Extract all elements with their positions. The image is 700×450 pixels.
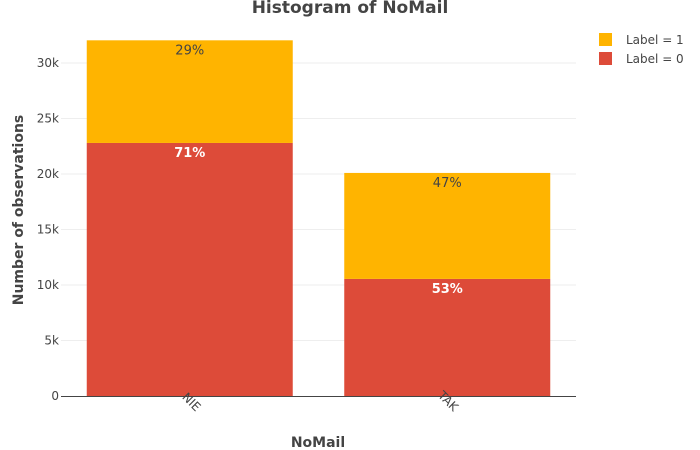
legend-swatch (599, 33, 612, 46)
x-axis-title: NoMail (291, 435, 345, 450)
legend: Label = 1 Label = 0 (599, 33, 684, 66)
chart-title: Histogram of NoMail (252, 0, 449, 18)
bar-segment (344, 278, 551, 396)
y-tick-label: 10k (37, 278, 59, 292)
bar-segment (344, 172, 551, 279)
bar-segment (86, 40, 293, 143)
y-tick-label: 20k (37, 167, 59, 181)
bar-percent-label: 71% (174, 146, 205, 161)
y-tick-labels: 0 5k 10k 15k 20k 25k 30k (37, 56, 59, 403)
y-tick-label: 5k (44, 334, 59, 348)
bar-percent-label: 29% (175, 43, 204, 58)
y-tick-label: 25k (37, 112, 59, 126)
bar-percent-label: 53% (432, 282, 463, 297)
bar-percent-label: 47% (433, 176, 462, 191)
bar-segment (86, 142, 293, 396)
legend-swatch (599, 52, 612, 65)
legend-label: Label = 1 (626, 33, 684, 47)
bars (86, 40, 551, 396)
y-tick-label: 30k (37, 56, 59, 70)
y-axis-title: Number of observations (11, 115, 27, 306)
bar-labels: 71% 29% 53% 47% (174, 43, 463, 297)
legend-label: Label = 0 (626, 52, 684, 66)
y-tick-label: 15k (37, 223, 59, 237)
y-tick-label: 0 (51, 389, 59, 403)
